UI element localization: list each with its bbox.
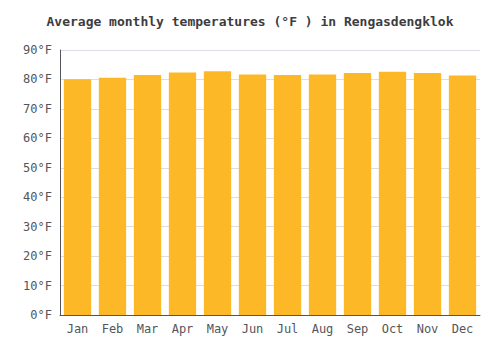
svg-text:60°F: 60°F <box>23 131 52 145</box>
svg-text:Mar: Mar <box>137 322 159 336</box>
svg-text:80°F: 80°F <box>23 72 52 86</box>
svg-text:Dec: Dec <box>452 322 474 336</box>
svg-text:50°F: 50°F <box>23 161 52 175</box>
svg-text:Average monthly temperatures (: Average monthly temperatures (°F ) in Re… <box>47 14 454 29</box>
svg-text:Feb: Feb <box>102 322 124 336</box>
svg-text:40°F: 40°F <box>23 190 52 204</box>
svg-text:90°F: 90°F <box>23 43 52 57</box>
svg-text:Jan: Jan <box>67 322 89 336</box>
svg-text:Jun: Jun <box>242 322 264 336</box>
svg-text:Aug: Aug <box>312 322 334 336</box>
svg-text:30°F: 30°F <box>23 220 52 234</box>
svg-text:70°F: 70°F <box>23 102 52 116</box>
svg-text:Sep: Sep <box>347 322 369 336</box>
svg-text:Jul: Jul <box>277 322 299 336</box>
svg-text:20°F: 20°F <box>23 249 52 263</box>
svg-text:Oct: Oct <box>382 322 404 336</box>
svg-text:10°F: 10°F <box>23 279 52 293</box>
svg-text:Nov: Nov <box>417 322 439 336</box>
svg-text:0°F: 0°F <box>30 308 52 322</box>
svg-text:May: May <box>207 322 229 336</box>
svg-text:Apr: Apr <box>172 322 194 336</box>
